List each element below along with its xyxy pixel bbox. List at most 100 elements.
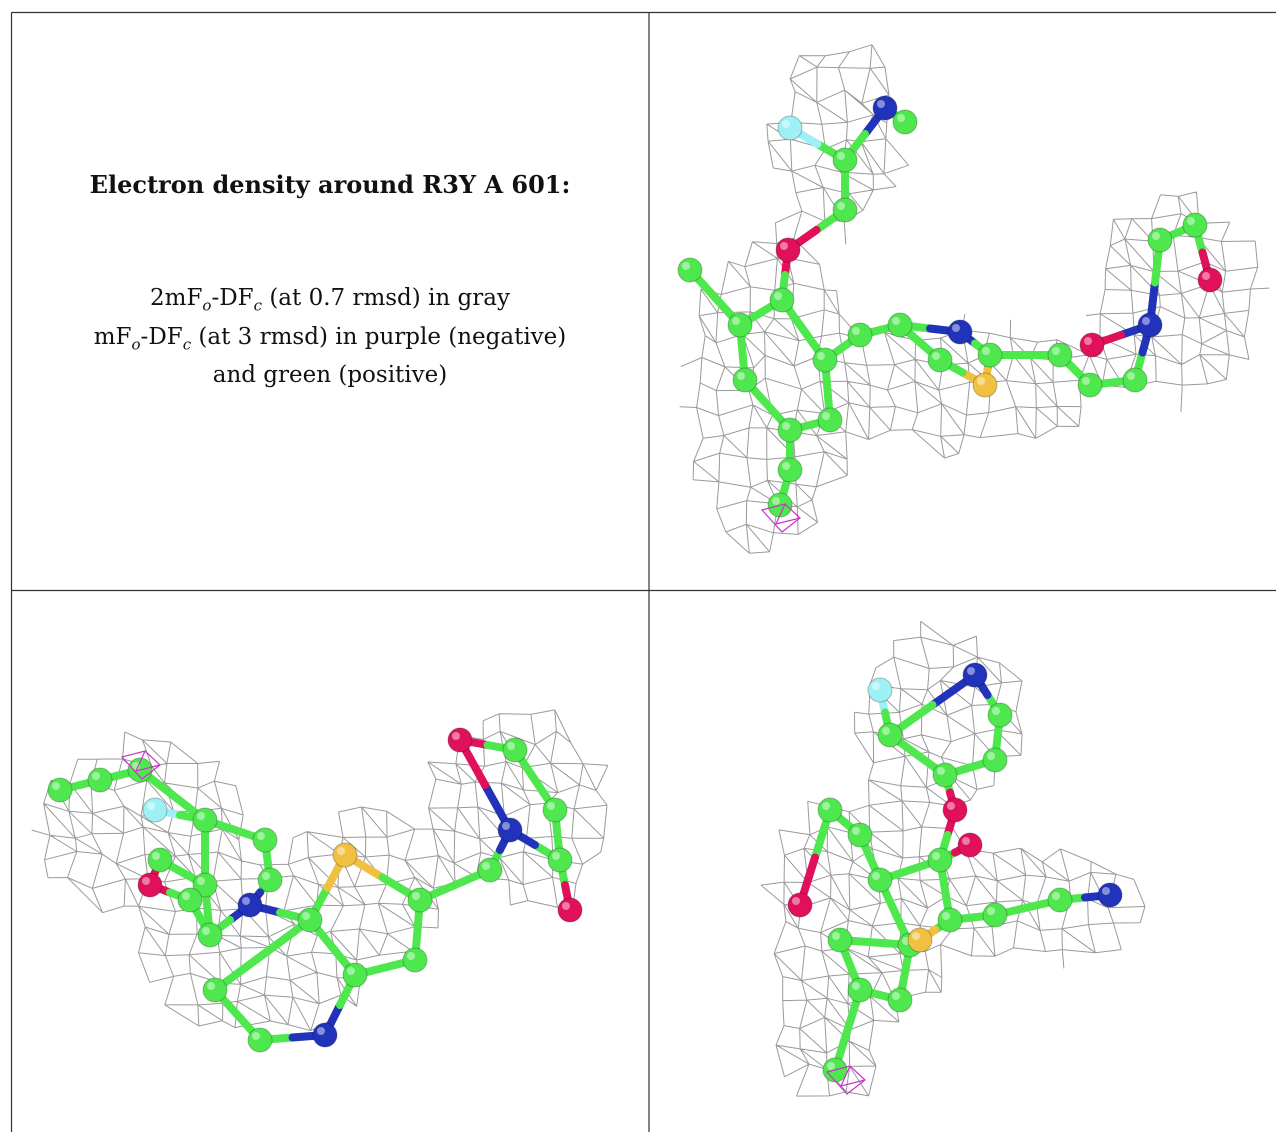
density-panel <box>31 709 609 1053</box>
atom <box>202 977 228 1003</box>
atom-highlight <box>987 907 995 915</box>
atom-highlight <box>142 877 150 885</box>
atom <box>817 407 843 433</box>
atom-highlight <box>780 242 788 250</box>
atom-highlight <box>992 707 1000 715</box>
negative-density <box>120 750 161 780</box>
atom <box>407 887 433 913</box>
atom <box>942 797 968 823</box>
atom <box>477 857 503 883</box>
atom <box>47 777 73 803</box>
atom-highlight <box>147 802 155 810</box>
atom-highlight <box>547 802 555 810</box>
atom-highlight <box>502 822 510 830</box>
atom <box>1097 882 1123 908</box>
atom <box>147 847 173 873</box>
atom-highlight <box>882 727 890 735</box>
atom <box>252 827 278 853</box>
atom-highlight <box>822 412 830 420</box>
caption-text: mF <box>93 324 132 350</box>
atom <box>192 807 218 833</box>
caption-line: mFo-DFc (at 3 rmsd) in purple (negative) <box>12 324 648 354</box>
atom-highlight <box>782 462 790 470</box>
atom <box>192 872 218 898</box>
atom <box>927 847 953 873</box>
caption: Electron density around R3Y A 601: 2mFo-… <box>12 12 648 590</box>
atom-highlight <box>962 837 970 845</box>
atom <box>727 312 753 338</box>
atom-highlight <box>302 912 310 920</box>
atom-highlight <box>902 937 910 945</box>
atom <box>832 197 858 223</box>
atom <box>832 147 858 173</box>
atom <box>977 342 1003 368</box>
atom-highlight <box>852 327 860 335</box>
atom-highlight <box>852 827 860 835</box>
atom <box>1122 367 1148 393</box>
atom <box>197 922 223 948</box>
atom <box>1077 372 1103 398</box>
atom-highlight <box>782 120 790 128</box>
atom-highlight <box>822 802 830 810</box>
atom <box>817 797 843 823</box>
atom <box>87 767 113 793</box>
atom-highlight <box>952 324 960 332</box>
atom-highlight <box>912 932 920 940</box>
atom <box>877 722 903 748</box>
atom-highlight <box>1152 232 1160 240</box>
atom-highlight <box>337 847 345 855</box>
atom-highlight <box>182 892 190 900</box>
atom <box>957 832 983 858</box>
subscript: o <box>131 335 141 354</box>
atom-highlight <box>242 897 250 905</box>
atom-highlight <box>197 877 205 885</box>
atom-highlight <box>1084 337 1092 345</box>
atom-highlight <box>937 767 945 775</box>
atom <box>447 727 473 753</box>
atom-highlight <box>877 100 885 108</box>
density-mesh <box>679 44 1270 554</box>
atom-highlight <box>1202 272 1210 280</box>
atom <box>787 892 813 918</box>
atom-highlight <box>252 1032 260 1040</box>
atom <box>827 927 853 953</box>
atom <box>775 237 801 263</box>
subscript: c <box>182 335 192 354</box>
negative-density <box>760 503 801 533</box>
atom-highlight <box>897 114 905 122</box>
atom <box>937 907 963 933</box>
atom <box>927 347 953 373</box>
subscript: c <box>253 296 263 315</box>
atom-highlight <box>257 832 265 840</box>
atom <box>1047 887 1073 913</box>
atom-highlight <box>1052 892 1060 900</box>
atom <box>847 822 873 848</box>
atom <box>177 887 203 913</box>
atom-highlight <box>262 872 270 880</box>
atom-highlight <box>827 1062 835 1070</box>
atom <box>972 372 998 398</box>
atom <box>887 312 913 338</box>
atom <box>777 457 803 483</box>
atom-highlight <box>792 897 800 905</box>
atom <box>847 977 873 1003</box>
caption-text: -DF <box>211 285 254 311</box>
atom-highlight <box>507 742 515 750</box>
table-borders <box>10 11 1276 1132</box>
atom <box>887 987 913 1013</box>
atom <box>1137 312 1163 338</box>
density-panels <box>31 44 1270 1097</box>
atom <box>892 109 918 135</box>
atom-highlight <box>1142 317 1150 325</box>
atom-highlight <box>932 352 940 360</box>
caption-line: 2mFo-DFc (at 0.7 rmsd) in gray <box>12 285 648 315</box>
atom <box>982 902 1008 928</box>
atom <box>982 747 1008 773</box>
atom-highlight <box>977 377 985 385</box>
atom-highlight <box>837 152 845 160</box>
atom-highlight <box>947 802 955 810</box>
atom <box>402 947 428 973</box>
atom-highlight <box>202 927 210 935</box>
atom-highlight <box>982 347 990 355</box>
